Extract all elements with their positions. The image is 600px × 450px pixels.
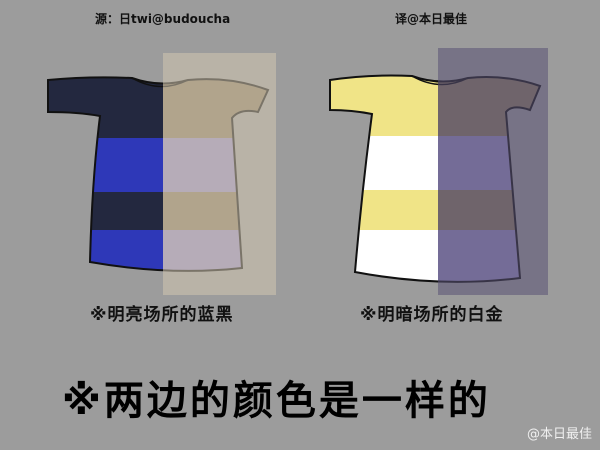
caption-bright-setting: ※明亮场所的蓝黑 — [90, 305, 234, 325]
watermark: @本日最佳 — [526, 427, 592, 442]
dim-shadow-overlay — [438, 48, 548, 295]
translator-credit: 译@本日最佳 — [395, 12, 468, 26]
headline: ※两边的颜色是一样的 — [62, 378, 491, 424]
bright-light-overlay — [163, 53, 276, 295]
caption-dim-setting: ※明暗场所的白金 — [360, 305, 504, 325]
source-credit: 源：日twi@budoucha — [95, 12, 231, 26]
